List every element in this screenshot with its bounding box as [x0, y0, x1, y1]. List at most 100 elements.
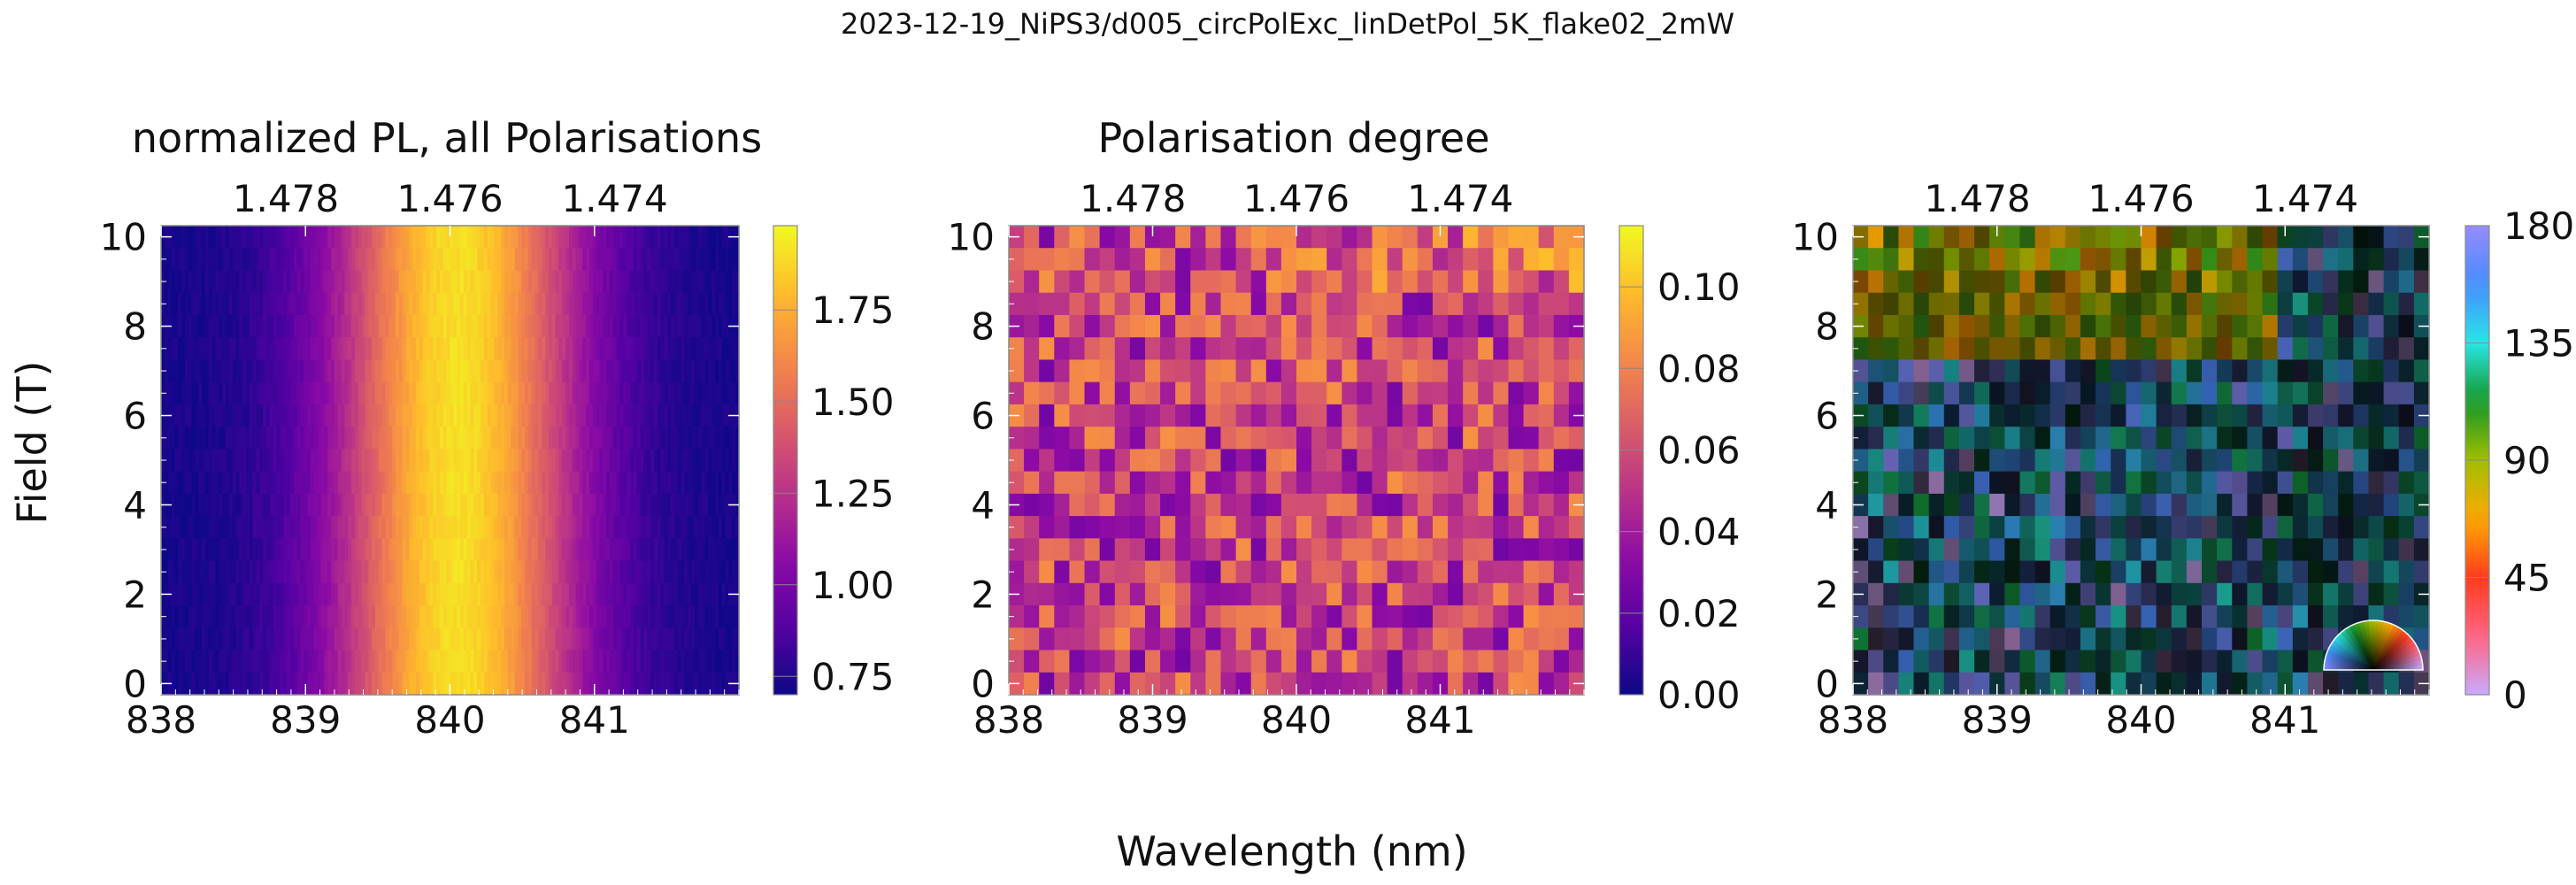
- heatmap-cell: [1235, 359, 1252, 383]
- heatmap-cell: [1928, 337, 1945, 361]
- heatmap-cell: [477, 404, 481, 427]
- heatmap-cell: [324, 582, 328, 606]
- heatmap-cell: [704, 516, 710, 539]
- heatmap-cell: [385, 493, 389, 517]
- heatmap-cell: [623, 226, 627, 249]
- heatmap-cell: [551, 314, 557, 338]
- heatmap-cell: [269, 381, 274, 405]
- heatmap-cell: [586, 471, 590, 495]
- heatmap-cell: [545, 516, 550, 539]
- heatmap-cell: [671, 404, 675, 427]
- heatmap-cell: [667, 538, 672, 562]
- heatmap-cell: [419, 538, 424, 562]
- heatmap-cell: [374, 314, 380, 338]
- heatmap-cell: [242, 226, 247, 249]
- heatmap-cell: [280, 516, 284, 539]
- heatmap-cell: [287, 381, 291, 405]
- heatmap-cell: [396, 516, 400, 539]
- heatmap-cell: [191, 582, 196, 606]
- heatmap-cell: [507, 270, 512, 294]
- heatmap-cell: [701, 404, 706, 427]
- heatmap-cell: [667, 560, 672, 584]
- heatmap-cell: [174, 627, 179, 651]
- heatmap-cell: [2338, 292, 2354, 316]
- heatmap-cell: [167, 381, 173, 405]
- heatmap-cell: [511, 226, 516, 249]
- heatmap-cell: [721, 582, 727, 606]
- x-tick-label: 838: [973, 698, 1044, 742]
- heatmap-cell: [416, 516, 420, 539]
- heatmap-cell: [1883, 226, 1899, 249]
- heatmap-cell: [511, 337, 516, 361]
- heatmap-cell: [204, 560, 210, 584]
- heatmap-cell: [579, 404, 583, 427]
- heatmap-cell: [677, 605, 682, 628]
- heatmap-cell: [470, 427, 474, 450]
- heatmap-cell: [647, 449, 651, 473]
- heatmap-cell: [1342, 427, 1358, 450]
- heatmap-cell: [188, 292, 193, 316]
- heatmap-cell: [1280, 381, 1297, 405]
- heatmap-cell: [1538, 605, 1555, 628]
- heatmap-cell: [354, 493, 359, 517]
- heatmap-cell: [671, 582, 675, 606]
- heatmap-cell: [653, 516, 658, 539]
- heatmap-cell: [2019, 337, 2036, 361]
- heatmap-cell: [650, 292, 655, 316]
- heatmap-cell: [1523, 292, 1540, 316]
- heatmap-cell: [171, 672, 175, 696]
- heatmap-cell: [429, 427, 434, 450]
- heatmap-cell: [657, 337, 662, 361]
- heatmap-cell: [1989, 270, 2005, 294]
- heatmap-cell: [630, 270, 634, 294]
- heatmap-cell: [2004, 314, 2021, 338]
- heatmap-cell: [327, 314, 332, 338]
- heatmap-cell: [603, 516, 607, 539]
- heatmap-cell: [619, 560, 624, 584]
- heatmap-cell: [1326, 248, 1342, 272]
- heatmap-cell: [542, 226, 546, 249]
- heatmap-cell: [671, 337, 675, 361]
- heatmap-cell: [582, 359, 587, 383]
- heatmap-cell: [518, 314, 522, 338]
- heatmap-cell: [1099, 337, 1116, 361]
- heatmap-cell: [334, 381, 339, 405]
- heatmap-cell: [647, 226, 651, 249]
- heatmap-cell: [402, 248, 407, 272]
- heatmap-cell: [657, 582, 662, 606]
- heatmap-cell: [545, 449, 550, 473]
- heatmap-cell: [344, 226, 349, 249]
- heatmap-cell: [348, 226, 352, 249]
- heatmap-cell: [1084, 627, 1101, 651]
- heatmap-cell: [551, 337, 557, 361]
- heatmap-cell: [392, 672, 396, 696]
- heatmap-cell: [487, 516, 492, 539]
- heatmap-cell: [416, 337, 420, 361]
- heatmap-cell: [433, 471, 437, 495]
- heatmap-cell: [483, 672, 488, 696]
- heatmap-cell: [697, 471, 703, 495]
- heatmap-cell: [1553, 270, 1570, 294]
- heatmap-cell: [2065, 337, 2081, 361]
- heatmap-cell: [409, 672, 413, 696]
- heatmap-cell: [280, 627, 284, 651]
- heatmap-cell: [1357, 605, 1373, 628]
- heatmap-cell: [610, 270, 614, 294]
- heatmap-cell: [219, 292, 223, 316]
- heatmap-cell: [463, 292, 468, 316]
- heatmap-cell: [1432, 627, 1449, 651]
- heatmap-cell: [2323, 337, 2339, 361]
- heatmap-cell: [365, 493, 369, 517]
- heatmap-cell: [429, 270, 434, 294]
- heatmap-cell: [511, 404, 516, 427]
- heatmap-cell: [280, 493, 284, 517]
- heatmap-cell: [385, 337, 389, 361]
- heatmap-cell: [538, 538, 542, 562]
- heatmap-cell: [188, 560, 193, 584]
- heatmap-cell: [708, 381, 712, 405]
- heatmap-cell: [1493, 226, 1510, 249]
- heatmap-cell: [1508, 449, 1525, 473]
- heatmap-cell: [296, 314, 302, 338]
- heatmap-cell: [1357, 314, 1373, 338]
